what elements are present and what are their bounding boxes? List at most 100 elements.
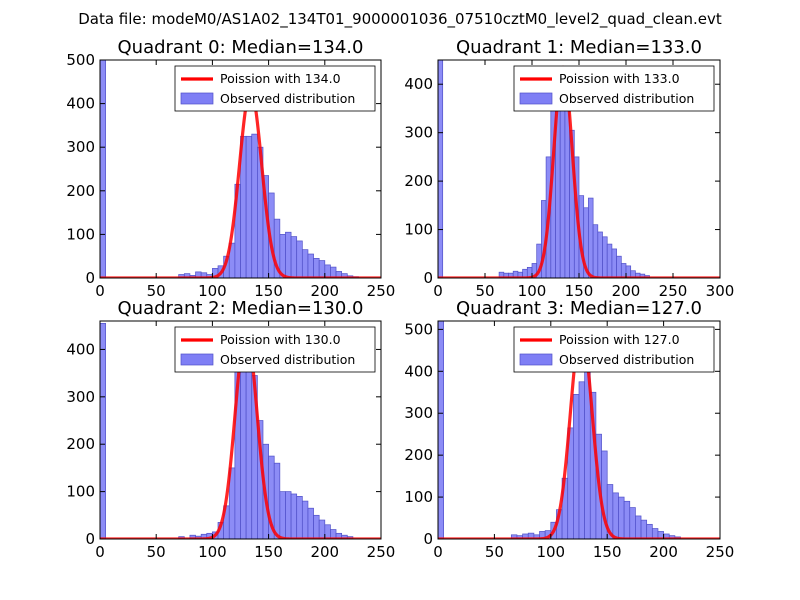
- histogram-bar: [559, 95, 566, 278]
- histogram-bar: [285, 231, 292, 278]
- quadrant-1-chart: Quadrant 1: Median=133.0 0 50 100 150 200 250 3…: [404, 37, 734, 300]
- y-tick-label: 400: [404, 75, 433, 93]
- legend-label-poisson: Poission with 134.0: [220, 71, 341, 86]
- histogram-bar: [273, 462, 281, 539]
- histogram-bar: [578, 381, 585, 539]
- x-tick-label: 250: [659, 282, 688, 300]
- legend-bar-swatch: [180, 92, 214, 105]
- x-tick-label: 150: [254, 282, 283, 300]
- x-tick-label: 200: [649, 543, 678, 561]
- histogram-bar: [296, 240, 303, 278]
- legend-label-observed: Observed distribution: [559, 91, 694, 106]
- quadrant-2-title: Quadrant 2: Median=130.0: [118, 298, 364, 319]
- y-tick-label: 300: [66, 388, 95, 406]
- histogram-bar: [602, 236, 608, 278]
- histogram-bar: [597, 231, 603, 278]
- x-tick-label: 150: [254, 543, 283, 561]
- x-tick-label: 300: [706, 282, 735, 300]
- x-tick-label: 100: [198, 543, 227, 561]
- legend-label-observed: Observed distribution: [220, 91, 355, 106]
- histogram-bar: [318, 519, 326, 539]
- y-tick-label: 200: [66, 435, 95, 453]
- histogram-bar: [296, 496, 303, 539]
- poisson-fit-line: [100, 88, 381, 278]
- x-tick-label: 200: [310, 543, 339, 561]
- histogram-bar: [318, 260, 326, 278]
- x-tick-label: 100: [198, 282, 227, 300]
- histogram-bar: [612, 492, 619, 539]
- y-tick-label: 0: [423, 530, 433, 548]
- x-tick-label: 100: [518, 282, 547, 300]
- x-tick-label: 50: [485, 543, 504, 561]
- histogram-bar: [290, 236, 298, 278]
- histogram-bar: [251, 133, 258, 278]
- y-tick-label: 200: [66, 182, 95, 200]
- quadrant-2-legend: Poission with 130.0 Observed distribution: [174, 326, 376, 373]
- histogram-bar: [635, 515, 642, 539]
- legend-bar-swatch: [519, 353, 553, 366]
- histogram-bar: [606, 243, 613, 278]
- quadrant-3-chart: Quadrant 3: Median=127.0 0 50 100 150 200 250 0…: [404, 298, 734, 561]
- histogram-bar: [620, 263, 627, 278]
- y-tick-label: 100: [404, 488, 433, 506]
- quadrant-0-plot-area: [100, 60, 381, 278]
- quadrant-3-title: Quadrant 3: Median=127.0: [456, 298, 702, 319]
- histogram-bar: [301, 249, 309, 278]
- x-tick-label: 250: [367, 543, 396, 561]
- x-tick-label: 150: [593, 543, 622, 561]
- y-tick-label: 0: [85, 269, 95, 287]
- legend-label-observed: Observed distribution: [559, 352, 694, 367]
- quadrant-2-axes-frame: [99, 320, 382, 540]
- x-tick-label: 200: [612, 282, 641, 300]
- histogram-bar: [438, 321, 444, 539]
- quadrant-0-title: Quadrant 0: Median=134.0: [118, 37, 364, 58]
- histogram-bar: [629, 507, 636, 539]
- histogram-bar: [324, 264, 331, 278]
- y-tick-label: 100: [404, 221, 433, 239]
- y-tick-label: 500: [404, 320, 433, 338]
- y-tick-label: 100: [66, 225, 95, 243]
- x-tick-label: 150: [565, 282, 594, 300]
- y-tick-label: 400: [66, 95, 95, 113]
- histogram-bar: [307, 253, 314, 278]
- histogram-bar: [245, 135, 253, 278]
- quadrant-0-legend: Poission with 134.0 Observed distribution: [174, 65, 376, 112]
- quadrant-3-legend: Poission with 127.0 Observed distribution: [513, 326, 715, 373]
- quadrant-0-axes-frame: [99, 59, 382, 279]
- histogram-bar: [625, 265, 632, 278]
- y-tick-label: 500: [66, 51, 95, 69]
- histogram-bar: [330, 266, 337, 278]
- x-tick-label: 0: [433, 282, 443, 300]
- histogram-bar: [623, 500, 631, 539]
- histogram-bar: [240, 349, 247, 539]
- legend-bar-swatch: [180, 353, 214, 366]
- y-tick-label: 100: [66, 483, 95, 501]
- histogram-bar: [611, 248, 617, 278]
- legend-label-observed: Observed distribution: [220, 352, 355, 367]
- histogram-bar: [640, 519, 648, 539]
- histogram-bar: [573, 394, 580, 539]
- y-tick-label: 400: [66, 340, 95, 358]
- x-tick-label: 100: [536, 543, 565, 561]
- quadrant-2-chart: Quadrant 2: Median=130.0 0 50 100 150 200 250 0…: [66, 298, 395, 561]
- poisson-fit-line: [438, 65, 720, 278]
- legend-label-poisson: Poission with 130.0: [220, 332, 341, 347]
- quadrant-1-legend: Poission with 133.0 Observed distribution: [513, 65, 715, 112]
- y-tick-label: 200: [404, 172, 433, 190]
- legend-bar-swatch: [519, 92, 553, 105]
- y-tick-label: 400: [404, 362, 433, 380]
- histogram-bar: [285, 491, 292, 539]
- histogram-bar: [313, 514, 320, 539]
- histogram-bar: [245, 356, 253, 539]
- x-tick-label: 50: [475, 282, 494, 300]
- histogram-bar: [307, 507, 314, 539]
- histogram-bar: [588, 197, 594, 278]
- x-tick-label: 0: [95, 543, 105, 561]
- y-tick-label: 300: [404, 404, 433, 422]
- y-tick-label: 200: [404, 446, 433, 464]
- quadrant-3-axes-frame: [437, 320, 721, 540]
- y-tick-label: 300: [404, 124, 433, 142]
- x-tick-label: 0: [433, 543, 443, 561]
- histogram-bar: [100, 60, 106, 278]
